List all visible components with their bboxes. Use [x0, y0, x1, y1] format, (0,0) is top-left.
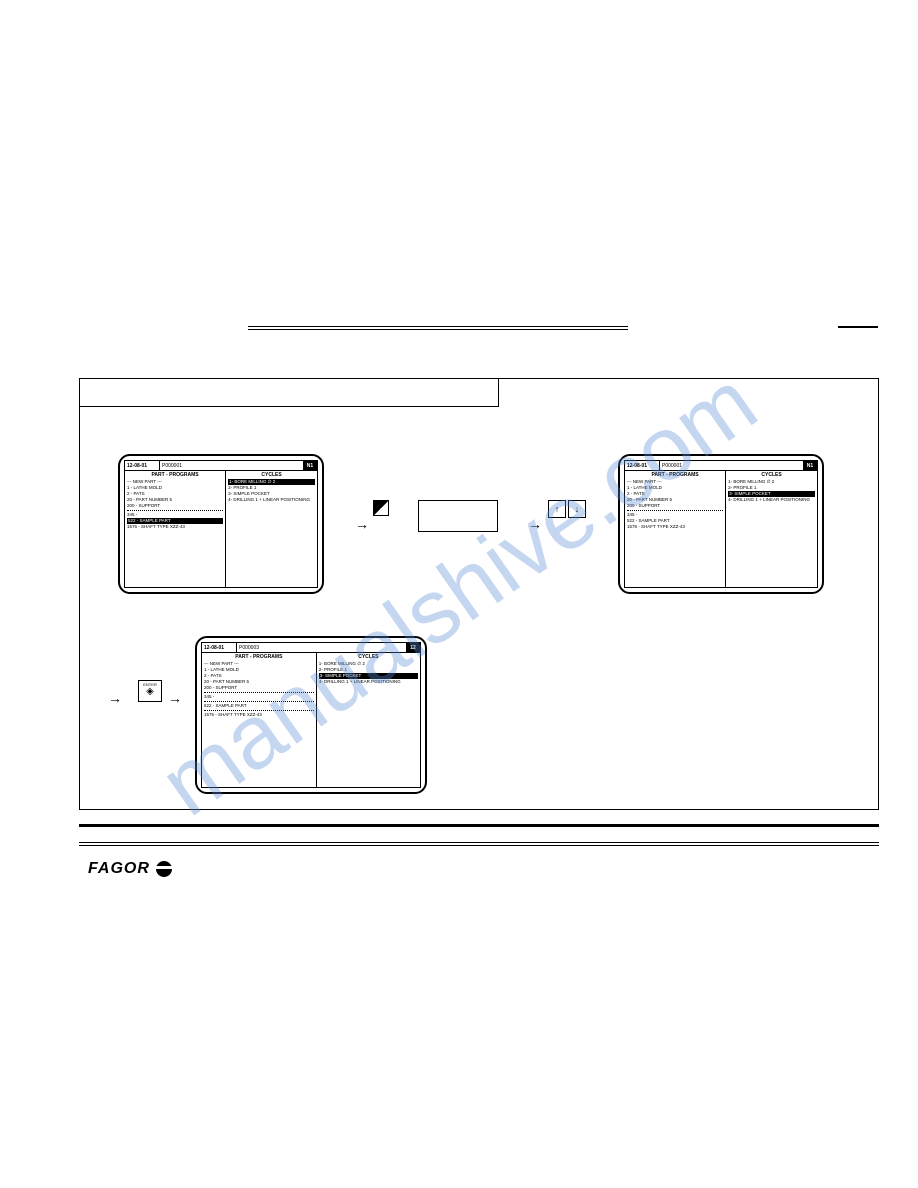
list-item: 345 - — [627, 510, 723, 518]
screen-2: 12-08-01 P000001 N1 PART - PROGRAMS --- … — [618, 454, 824, 594]
list-item: 1576 - SHAFT TYPE XZZ-43 — [204, 710, 314, 718]
inner-divider-v — [498, 378, 499, 406]
list-item: 1576 - SHAFT TYPE XZZ-43 — [127, 524, 223, 530]
arrow-icon: → — [528, 516, 542, 532]
s1-date: 12-08-01 — [125, 461, 160, 470]
list-item: 200 - SUPPORT — [204, 685, 314, 691]
mode-icon — [373, 500, 389, 516]
list-item: 4- DRILLING 1 + LINEAR POSITIONING — [228, 497, 315, 503]
screen-1: 12-08-01 P000001 N1 PART - PROGRAMS --- … — [118, 454, 324, 594]
divider-double — [79, 842, 879, 846]
fagor-logo: FAGOR — [88, 860, 172, 878]
s1-prog: P000001 — [160, 461, 303, 470]
list-item: 200 - SUPPORT — [127, 503, 223, 509]
arrow-icon: → — [168, 690, 182, 706]
down-key[interactable]: ↓ — [568, 500, 586, 518]
divider-top-double — [248, 326, 628, 330]
divider-bold — [79, 824, 879, 827]
list-item: 4- DRILLING 1 + LINEAR POSITIONING — [319, 679, 418, 685]
inner-divider-h — [79, 406, 499, 407]
up-key[interactable]: ↑ — [548, 500, 566, 518]
s1-left-title: PART - PROGRAMS — [127, 472, 223, 478]
list-item: 4- DRILLING 1 + LINEAR POSITIONING — [728, 497, 815, 503]
s3-date: 12-08-01 — [202, 643, 237, 652]
s2-date: 12-08-01 — [625, 461, 660, 470]
s3-prog: P000003 — [237, 643, 406, 652]
list-item: 345 - — [127, 510, 223, 518]
list-item: 1576 - SHAFT TYPE XZZ-43 — [627, 524, 723, 530]
screen-3: 12-08-01 P000003 12 PART - PROGRAMS --- … — [195, 636, 427, 794]
arrow-icon: → — [108, 690, 122, 706]
s2-right-title: CYCLES — [728, 472, 815, 478]
s3-tab: 12 — [406, 643, 420, 652]
arrow-icon: → — [355, 516, 369, 532]
list-item: 522 - SAMPLE PART — [204, 701, 314, 709]
s2-prog: P000001 — [660, 461, 803, 470]
list-item: 200 - SUPPORT — [627, 503, 723, 509]
blank-panel — [418, 500, 498, 532]
s1-right-title: CYCLES — [228, 472, 315, 478]
s3-left-title: PART - PROGRAMS — [204, 654, 314, 660]
logo-text: FAGOR — [88, 860, 150, 878]
enter-key[interactable]: ENTER ◈ — [138, 680, 162, 702]
s3-right-title: CYCLES — [319, 654, 418, 660]
s2-tab: N1 — [803, 461, 817, 470]
s1-tab: N1 — [303, 461, 317, 470]
divider-top-right — [838, 326, 878, 328]
logo-icon — [156, 861, 172, 877]
list-item: 345 - — [204, 692, 314, 700]
s2-left-title: PART - PROGRAMS — [627, 472, 723, 478]
